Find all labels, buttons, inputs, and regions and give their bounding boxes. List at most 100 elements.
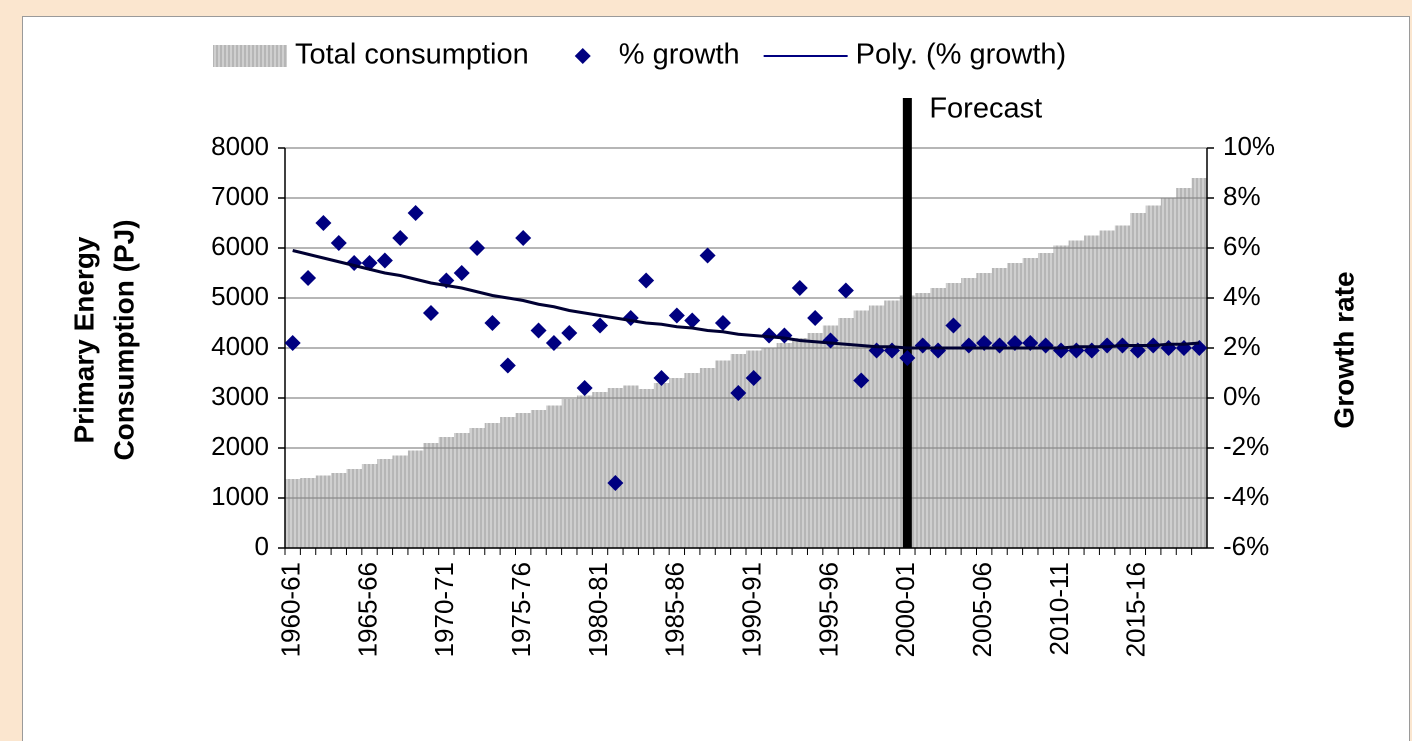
legend-label: Total consumption <box>295 39 529 71</box>
area-bar <box>607 388 624 548</box>
y2-tick-label: -6% <box>1223 531 1269 561</box>
area-bar <box>884 300 900 548</box>
y2-tick-label: -2% <box>1223 431 1269 461</box>
x-tick-label: 1965-66 <box>352 562 382 657</box>
area-bar <box>1084 235 1100 548</box>
growth-point <box>622 310 639 326</box>
area-bar <box>1176 188 1192 548</box>
area-bar <box>546 405 562 548</box>
y-tick-label: 0 <box>255 531 269 561</box>
area-bar <box>715 360 731 548</box>
area-bar <box>653 383 670 548</box>
growth-point <box>515 230 532 246</box>
area-bar <box>1130 213 1146 548</box>
growth-point <box>530 322 547 339</box>
growth-point <box>376 252 393 269</box>
area-bar <box>1068 240 1085 548</box>
growth-point <box>638 272 655 289</box>
growth-point <box>576 380 593 396</box>
growth-point <box>315 215 332 231</box>
y-tick-label: 7000 <box>211 181 269 211</box>
y2-tick-label: 0% <box>1223 381 1261 411</box>
area-bar <box>500 417 516 548</box>
area-bar <box>285 479 301 548</box>
y-tick-label: 8000 <box>211 131 269 161</box>
y2-tick-label: 10% <box>1223 131 1275 161</box>
area-bar <box>346 469 363 548</box>
legend-swatch <box>574 48 591 64</box>
area-bar <box>1053 245 1069 548</box>
area-bar <box>1191 178 1208 548</box>
area-bar <box>469 428 486 548</box>
x-tick-label: 1980-81 <box>583 562 613 657</box>
area-bar <box>669 378 685 548</box>
area-bar <box>407 450 424 548</box>
legend-label: % growth <box>619 39 740 71</box>
area-bar <box>807 333 824 548</box>
legend-label: Poly. (% growth) <box>856 39 1067 71</box>
x-tick-label: 1990-91 <box>737 562 767 657</box>
y2-tick-label: 2% <box>1223 331 1261 361</box>
x-tick-label: 2010-11 <box>1044 562 1074 656</box>
growth-point <box>469 240 486 256</box>
area-bar <box>576 395 593 548</box>
annotation: Forecast <box>929 93 1042 125</box>
area-bar <box>592 392 608 548</box>
growth-point <box>653 370 670 386</box>
area-bar <box>623 385 639 548</box>
area-layer <box>285 178 1208 548</box>
y2-tick-label: 4% <box>1223 281 1261 311</box>
area-bar <box>1160 198 1177 548</box>
y2-axis-title: Growth rate <box>1328 271 1359 428</box>
y-tick-label: 3000 <box>211 381 269 411</box>
area-bar <box>300 478 317 548</box>
x-tick-label: 1975-76 <box>506 562 536 657</box>
growth-point <box>284 335 301 351</box>
growth-point <box>499 357 516 374</box>
area-bar <box>1037 253 1054 548</box>
growth-point <box>684 312 701 329</box>
area-bar <box>822 325 839 548</box>
growth-point <box>791 280 808 296</box>
area-bar <box>438 437 455 548</box>
x-tick-label: 2015-16 <box>1121 562 1151 657</box>
growth-point <box>330 235 347 251</box>
x-tick-label: 1960-61 <box>276 562 306 657</box>
area-bar <box>1099 230 1116 548</box>
area-bar <box>530 410 547 548</box>
growth-point <box>407 205 424 221</box>
area-bar <box>961 278 977 548</box>
growth-point <box>668 307 685 324</box>
area-bar <box>331 473 347 548</box>
area-bar <box>868 305 885 548</box>
area-bar <box>423 443 439 548</box>
area-bar <box>484 423 501 548</box>
area-bar <box>853 310 870 548</box>
area-bar <box>1007 263 1023 548</box>
area-bar <box>730 354 747 548</box>
growth-point <box>300 270 317 286</box>
area-bar <box>1114 225 1131 548</box>
area-bar <box>1022 258 1039 548</box>
growth-point <box>607 475 624 491</box>
y-tick-label: 4000 <box>211 331 269 361</box>
growth-point <box>699 247 716 264</box>
growth-point <box>422 305 439 321</box>
x-tick-label: 1985-86 <box>660 562 690 657</box>
area-bar <box>392 455 409 548</box>
growth-point <box>745 370 762 386</box>
x-tick-label: 2005-06 <box>967 562 997 657</box>
area-bar <box>746 350 762 548</box>
area-bar <box>561 399 578 548</box>
area-bar <box>315 475 332 548</box>
area-bar <box>515 413 532 548</box>
growth-point <box>714 315 731 331</box>
area-bar <box>976 273 993 548</box>
growth-point <box>561 325 578 341</box>
y-axis-title: Consumption (PJ) <box>108 219 139 460</box>
area-bar <box>930 288 947 548</box>
y-tick-label: 2000 <box>211 431 269 461</box>
area-bar <box>699 368 716 548</box>
area-bar <box>792 338 808 548</box>
